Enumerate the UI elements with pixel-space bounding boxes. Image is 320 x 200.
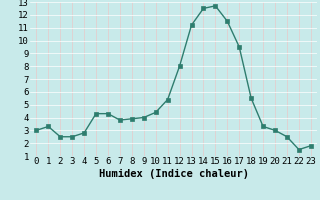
X-axis label: Humidex (Indice chaleur): Humidex (Indice chaleur) [99,169,249,179]
